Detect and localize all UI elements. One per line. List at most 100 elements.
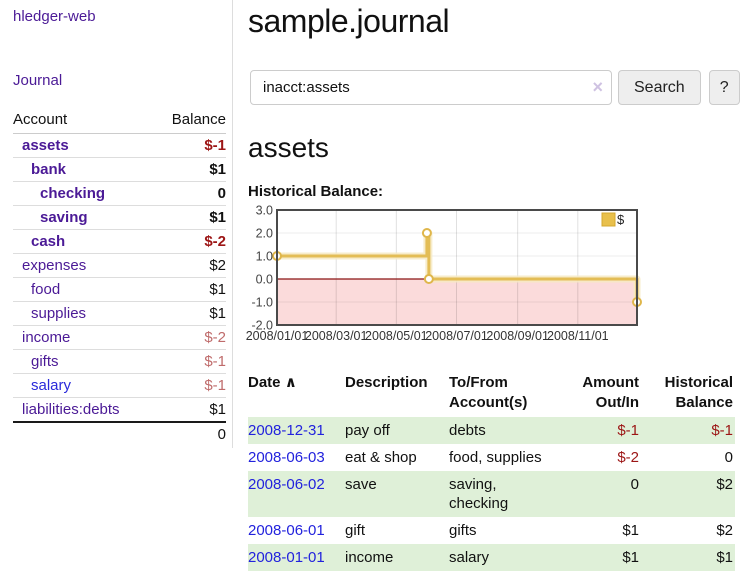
account-link[interactable]: saving: [40, 209, 88, 226]
help-button[interactable]: ?: [708, 70, 740, 105]
account-link[interactable]: liabilities:debts: [22, 401, 120, 418]
register-table: Date ∧ Description To/From Account(s) Am…: [248, 371, 735, 571]
account-link[interactable]: food: [31, 281, 61, 298]
search-input[interactable]: [250, 70, 612, 105]
account-link[interactable]: supplies: [31, 305, 87, 322]
account-link[interactable]: gifts: [31, 353, 59, 370]
search-button[interactable]: Search: [618, 70, 701, 105]
transaction-amount: $-1: [617, 422, 639, 439]
spacer: [13, 421, 155, 446]
accounts-total-value: 0: [154, 421, 226, 446]
accounts-header-balance: Balance: [154, 108, 226, 134]
transaction-description: save: [345, 476, 377, 493]
transaction-balance: $-1: [711, 422, 733, 439]
register-row: 2008-06-01 gift gifts $1 $2: [248, 517, 735, 544]
svg-text:$: $: [617, 212, 625, 227]
transaction-balance: $1: [716, 549, 733, 566]
account-row: bank $1: [13, 157, 226, 182]
account-row: cash $-2: [13, 229, 226, 254]
sidebar-item-journal[interactable]: Journal: [13, 72, 63, 89]
transaction-accounts: food, supplies: [449, 449, 542, 466]
account-balance: $-2: [154, 325, 226, 350]
account-row: expenses $2: [13, 253, 226, 278]
register-header-description: Description: [345, 374, 428, 391]
svg-text:1.0: 1.0: [256, 250, 273, 264]
account-link[interactable]: income: [22, 329, 71, 346]
account-balance: 0: [154, 181, 226, 206]
account-balance: $-1: [154, 373, 226, 398]
accounts-header-account: Account: [13, 108, 155, 134]
register-header-row: Date ∧ Description To/From Account(s) Am…: [248, 371, 735, 417]
transaction-amount: $1: [622, 549, 639, 566]
register-header-accounts: To/From Account(s): [449, 374, 528, 411]
account-row: income $-2: [13, 325, 226, 350]
account-row: saving $1: [13, 205, 226, 230]
register-row: 2008-01-01 income salary $1 $1: [248, 544, 735, 571]
account-row: food $1: [13, 277, 226, 302]
chart-heading: Historical Balance:: [248, 183, 384, 200]
account-balance: $1: [154, 205, 226, 230]
transaction-date-link[interactable]: 2008-01-01: [248, 549, 325, 566]
transaction-balance: $2: [716, 522, 733, 539]
account-link[interactable]: salary: [31, 377, 72, 394]
account-link[interactable]: bank: [31, 161, 67, 178]
transaction-description: income: [345, 549, 394, 566]
sidebar: hledger-web Journal Account Balance asse…: [0, 0, 233, 448]
transaction-amount: $1: [622, 522, 639, 539]
svg-text:2008/09/01: 2008/09/01: [486, 329, 549, 343]
transaction-balance: $2: [716, 476, 733, 493]
account-row: checking 0: [13, 181, 226, 206]
search-input-wrap: ×: [250, 70, 612, 105]
page-title: sample.journal: [248, 3, 450, 39]
account-balance: $-2: [154, 229, 226, 254]
transaction-amount: $-2: [617, 449, 639, 466]
transaction-date-link[interactable]: 2008-06-01: [248, 522, 325, 539]
account-row: salary $-1: [13, 373, 226, 398]
brand-link[interactable]: hledger-web: [13, 8, 96, 25]
account-balance: $-1: [154, 349, 226, 374]
transaction-date-link[interactable]: 2008-06-03: [248, 449, 325, 466]
svg-text:3.0: 3.0: [256, 204, 273, 218]
svg-text:2008/11/01: 2008/11/01: [547, 329, 609, 343]
svg-text:2008/01/01: 2008/01/01: [246, 329, 309, 343]
svg-text:0.0: 0.0: [256, 273, 273, 287]
register-row: 2008-06-02 save saving, checking 0 $2: [248, 471, 735, 517]
account-row: gifts $-1: [13, 349, 226, 374]
account-balance: $1: [154, 157, 226, 182]
account-balance: $2: [154, 253, 226, 278]
register-header-balance: Historical Balance: [664, 374, 733, 411]
transaction-date-link[interactable]: 2008-12-31: [248, 422, 325, 439]
register-header-date[interactable]: Date ∧: [248, 371, 345, 417]
accounts-table: Account Balance assets $-1 bank $1 checking 0…: [13, 108, 226, 446]
transaction-accounts: debts: [449, 422, 486, 439]
clear-search-icon[interactable]: ×: [592, 77, 603, 97]
account-row: liabilities:debts $1: [13, 397, 226, 422]
historical-balance-chart: $3.0 2.0 1.0 0.0 -1.0 -2.02008/01/012008/03/0…: [246, 204, 642, 343]
register-row: 2008-06-03 eat & shop food, supplies $-2 0: [248, 444, 735, 471]
transaction-amount: 0: [630, 476, 639, 493]
transaction-description: pay off: [345, 422, 390, 439]
register-header-date-label: Date: [248, 374, 281, 391]
account-link[interactable]: expenses: [22, 257, 87, 274]
account-row: assets $-1: [13, 134, 226, 158]
transaction-date-link[interactable]: 2008-06-02: [248, 476, 325, 493]
accounts-total-row: 0: [13, 421, 226, 446]
svg-text:2008/03/01: 2008/03/01: [305, 329, 368, 343]
account-link[interactable]: checking: [40, 185, 106, 202]
register-header-amount: Amount Out/In: [582, 374, 639, 411]
search-form: × Search ?: [250, 70, 742, 105]
transaction-balance: 0: [724, 449, 733, 466]
account-row: supplies $1: [13, 301, 226, 326]
account-link[interactable]: cash: [31, 233, 66, 250]
account-link[interactable]: assets: [22, 137, 69, 154]
accounts-header-row: Account Balance: [13, 108, 226, 134]
account-balance: $1: [154, 277, 226, 302]
svg-text:2.0: 2.0: [256, 227, 273, 241]
account-balance: $1: [154, 397, 226, 422]
register-row: 2008-12-31 pay off debts $-1 $-1: [248, 417, 735, 444]
main-content: sample.journal × Search ? assets Histori…: [233, 0, 742, 571]
sort-asc-icon: ∧: [284, 374, 297, 391]
svg-text:2008/05/01: 2008/05/01: [365, 329, 428, 343]
transaction-accounts: saving, checking: [449, 476, 509, 512]
